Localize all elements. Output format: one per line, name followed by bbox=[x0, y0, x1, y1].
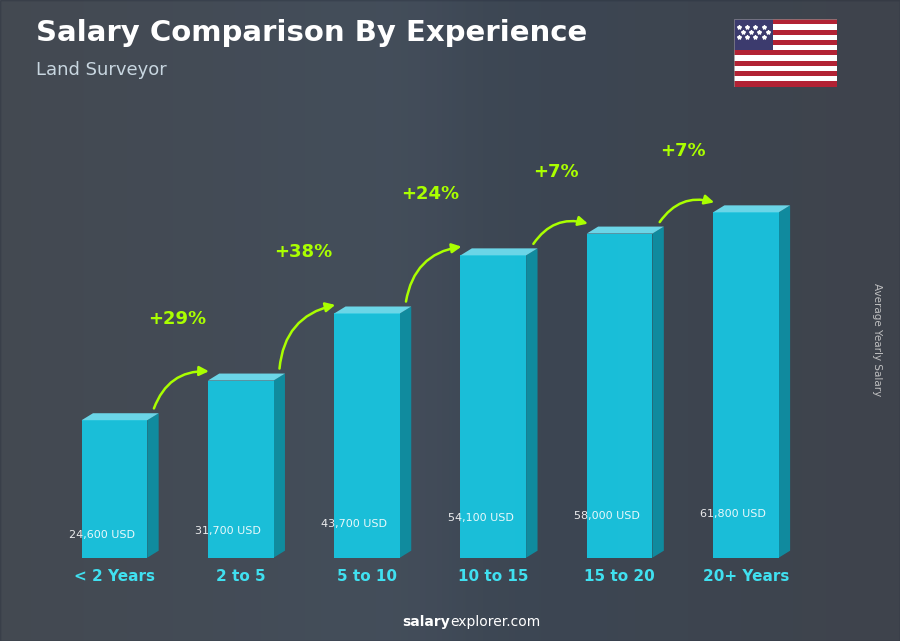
Text: 54,100 USD: 54,100 USD bbox=[448, 513, 514, 523]
Polygon shape bbox=[208, 374, 285, 381]
Text: 24,600 USD: 24,600 USD bbox=[68, 529, 135, 540]
Text: +38%: +38% bbox=[274, 243, 333, 261]
Bar bbox=[734, 81, 837, 87]
Text: 31,700 USD: 31,700 USD bbox=[195, 526, 261, 536]
Polygon shape bbox=[148, 413, 158, 558]
Bar bbox=[734, 71, 837, 76]
Bar bbox=[734, 29, 837, 35]
Text: 43,700 USD: 43,700 USD bbox=[321, 519, 387, 529]
Polygon shape bbox=[208, 381, 274, 558]
Bar bbox=[734, 24, 837, 29]
Bar bbox=[734, 40, 837, 45]
Text: Salary Comparison By Experience: Salary Comparison By Experience bbox=[36, 19, 587, 47]
Polygon shape bbox=[274, 374, 285, 558]
Polygon shape bbox=[82, 420, 148, 558]
Polygon shape bbox=[400, 306, 411, 558]
Polygon shape bbox=[461, 248, 537, 255]
Bar bbox=[734, 50, 837, 56]
Polygon shape bbox=[652, 226, 664, 558]
Bar bbox=[734, 61, 837, 66]
Text: Average Yearly Salary: Average Yearly Salary bbox=[872, 283, 883, 396]
Polygon shape bbox=[82, 413, 158, 420]
Polygon shape bbox=[713, 212, 778, 558]
Polygon shape bbox=[461, 255, 526, 558]
Bar bbox=[734, 76, 837, 81]
Bar bbox=[734, 19, 837, 24]
Text: 61,800 USD: 61,800 USD bbox=[700, 509, 766, 519]
Bar bbox=[734, 56, 837, 61]
Polygon shape bbox=[334, 306, 411, 313]
Text: +29%: +29% bbox=[148, 310, 206, 328]
Polygon shape bbox=[713, 205, 790, 212]
Polygon shape bbox=[334, 313, 400, 558]
Polygon shape bbox=[587, 226, 664, 233]
Text: +7%: +7% bbox=[534, 163, 579, 181]
Bar bbox=[734, 35, 837, 40]
Bar bbox=[734, 66, 837, 71]
Bar bbox=[734, 45, 837, 50]
Bar bbox=[734, 19, 773, 50]
Text: explorer.com: explorer.com bbox=[450, 615, 540, 629]
Text: +24%: +24% bbox=[400, 185, 459, 203]
Text: salary: salary bbox=[402, 615, 450, 629]
Polygon shape bbox=[587, 233, 652, 558]
Polygon shape bbox=[526, 248, 537, 558]
Polygon shape bbox=[778, 205, 790, 558]
Text: Land Surveyor: Land Surveyor bbox=[36, 61, 166, 79]
Text: 58,000 USD: 58,000 USD bbox=[574, 511, 640, 521]
Text: +7%: +7% bbox=[660, 142, 706, 160]
